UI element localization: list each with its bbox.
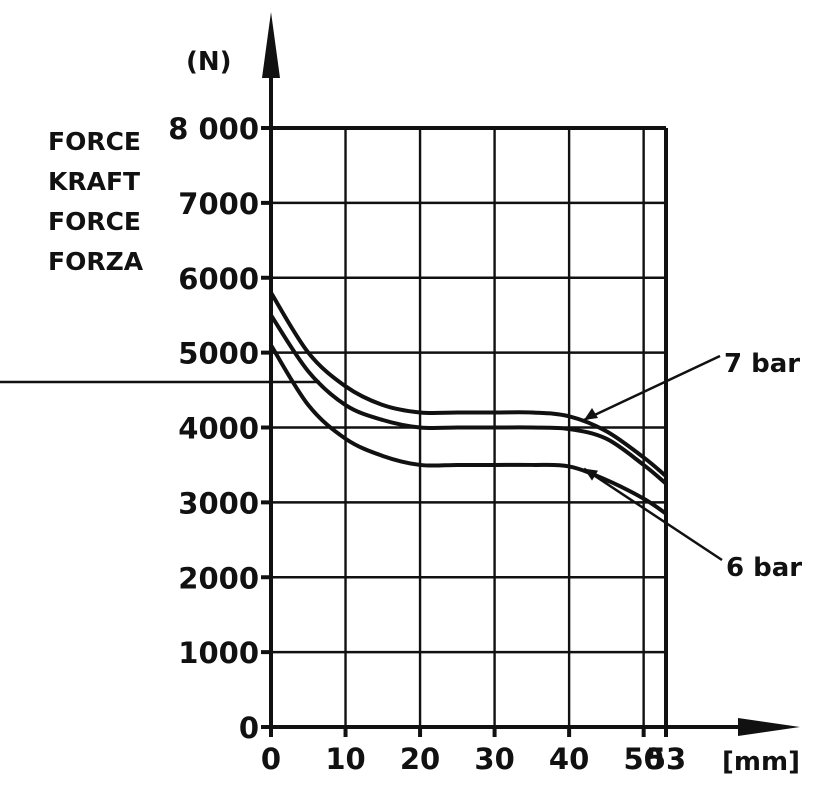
series-line-2 <box>269 313 668 486</box>
y-tick-label: 7000 <box>178 187 259 221</box>
y-tick-label: 0 <box>239 711 259 745</box>
axes: 0 1000 2000 3000 4000 5000 6000 7000 8 000 0 10 20 3… <box>0 12 800 776</box>
leader-7-bar-arrow <box>584 408 599 421</box>
series-layer <box>269 290 723 562</box>
y-label-line-4: FORZA <box>48 247 144 276</box>
y-tick-label: 1000 <box>178 636 259 670</box>
y-tick-label: 5000 <box>178 337 259 371</box>
series-line-1 <box>269 290 668 479</box>
series-line-3 <box>269 343 668 516</box>
leader-7-bar <box>583 354 721 422</box>
y-axis-arrow <box>262 12 280 78</box>
annotation-6-bar: 6 bar <box>726 553 802 583</box>
x-tick-label: 20 <box>400 742 440 776</box>
x-axis-arrow <box>738 718 800 736</box>
x-tick-label: 40 <box>549 742 589 776</box>
x-tick-label: 30 <box>474 742 514 776</box>
y-label-line-2: KRAFT <box>48 167 140 196</box>
y-label-line-3: FORCE <box>48 207 141 236</box>
y-tick-label: 6000 <box>178 262 259 296</box>
y-unit-label: (N) <box>186 47 232 77</box>
x-tick-label: 53 <box>646 742 686 776</box>
x-unit-label: [mm] <box>722 747 800 777</box>
leader-6-bar-arrow <box>584 468 599 481</box>
y-tick-label: 3000 <box>178 486 259 520</box>
y-tick-label: 2000 <box>178 561 259 595</box>
y-tick-label: 8 000 <box>168 112 259 146</box>
x-tick-label: 50 <box>623 742 663 776</box>
leader-6-bar <box>583 467 723 562</box>
y-tick-label: 4000 <box>178 412 259 446</box>
annotation-7-bar: 7 bar <box>724 349 800 379</box>
grid <box>271 126 666 727</box>
x-tick-label: 0 <box>261 742 281 776</box>
labels-layer: (N) [mm] FORCE KRAFT FORCE FORZA 7 bar 6… <box>48 47 802 777</box>
x-tick-label: 10 <box>325 742 365 776</box>
y-label-line-1: FORCE <box>48 127 141 156</box>
